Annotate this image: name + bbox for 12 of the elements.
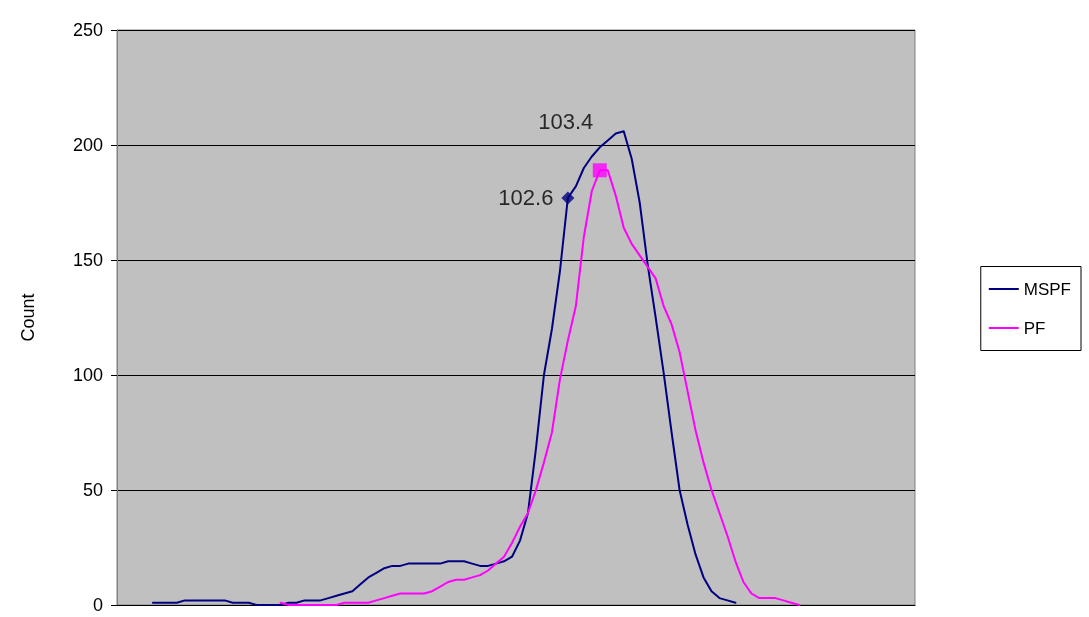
legend-label: MSPF [1023, 279, 1072, 299]
y-axis-title: Count [18, 293, 38, 342]
annotation: 102.6 [498, 185, 554, 211]
y-tick-label: 0 [92, 595, 103, 615]
y-tick-label: 150 [72, 250, 103, 270]
y-tick-label: 200 [72, 135, 103, 155]
line-series [151, 130, 737, 606]
y-tick-label: 250 [72, 20, 103, 40]
y-tick-label: 100 [72, 365, 103, 385]
legend-label: PF [1023, 318, 1046, 338]
annotation: 103.4 [538, 108, 594, 134]
y-tick-label: 50 [82, 480, 103, 500]
